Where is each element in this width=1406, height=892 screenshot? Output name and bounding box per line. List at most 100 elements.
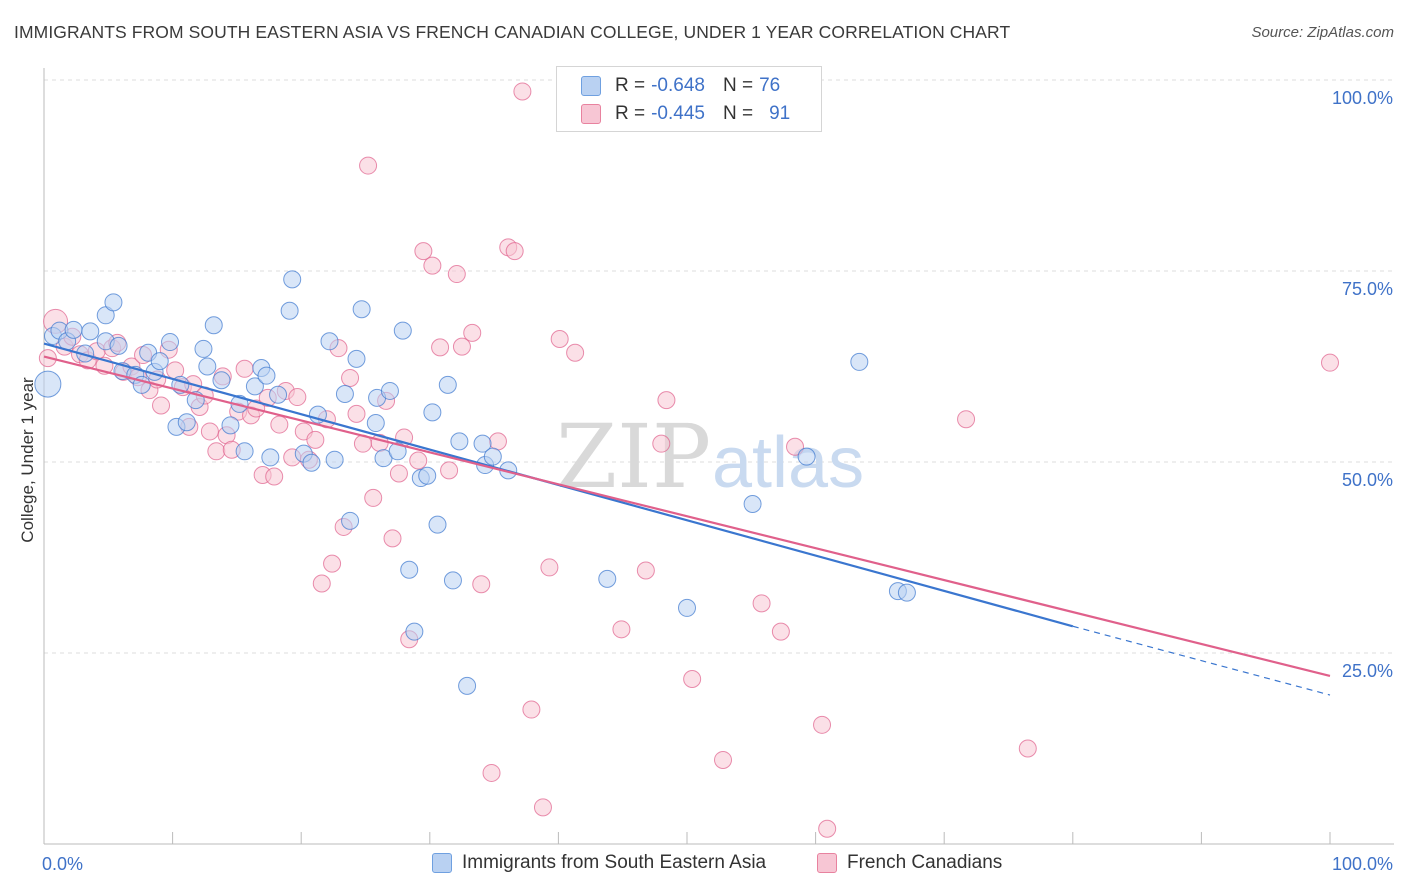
- data-point: [418, 466, 437, 485]
- data-point: [200, 422, 219, 441]
- data-point: [443, 571, 462, 590]
- data-point: [150, 352, 169, 371]
- data-point: [522, 700, 541, 719]
- data-point: [743, 495, 762, 514]
- data-point: [566, 343, 585, 362]
- data-point: [383, 529, 402, 548]
- data-point: [366, 414, 385, 433]
- data-point: [550, 329, 569, 348]
- data-point: [341, 511, 360, 530]
- data-point: [797, 447, 816, 466]
- y-tick-label: 75.0%: [1342, 279, 1393, 299]
- legend-swatch-blue: [432, 853, 452, 873]
- data-point: [458, 676, 477, 695]
- data-point: [405, 622, 424, 641]
- x-tick-label: 100.0%: [1332, 854, 1393, 874]
- data-point: [786, 437, 805, 456]
- series-legend: Immigrants from South Eastern Asia Frenc…: [0, 852, 1406, 878]
- data-point: [533, 798, 552, 817]
- data-point: [177, 413, 196, 432]
- data-point: [265, 467, 284, 486]
- data-point: [270, 415, 289, 434]
- legend-r-label: R =: [615, 75, 646, 96]
- legend-row-french: R = -0.445 N = 91: [581, 102, 790, 126]
- data-point: [423, 403, 442, 422]
- data-point: [431, 338, 450, 357]
- data-point: [161, 333, 180, 352]
- y-axis-label: College, Under 1 year: [18, 377, 37, 543]
- data-point: [540, 558, 559, 577]
- data-point: [194, 339, 213, 358]
- data-point: [813, 715, 832, 734]
- data-point: [957, 410, 976, 429]
- data-point: [204, 316, 223, 335]
- data-point: [212, 371, 231, 390]
- data-point: [678, 598, 696, 617]
- data-point: [152, 396, 171, 415]
- data-point: [320, 332, 339, 351]
- data-point: [380, 381, 399, 400]
- data-point: [447, 265, 466, 284]
- watermark: ZIP atlas: [556, 405, 864, 508]
- data-point: [34, 370, 62, 398]
- data-point: [473, 434, 492, 453]
- data-point: [235, 442, 254, 461]
- data-point: [364, 488, 383, 507]
- data-point: [752, 594, 771, 613]
- data-point: [423, 256, 442, 275]
- data-point: [409, 451, 428, 470]
- data-point: [818, 819, 837, 838]
- data-point: [198, 357, 217, 376]
- legend-r-value: -0.445: [651, 103, 705, 124]
- data-point: [388, 442, 407, 461]
- data-point: [347, 404, 366, 423]
- data-point: [306, 430, 325, 449]
- data-point: [771, 622, 790, 641]
- y-tick-label: 50.0%: [1342, 470, 1393, 490]
- data-point: [283, 270, 302, 289]
- data-point: [352, 300, 371, 319]
- y-tick-label: 25.0%: [1342, 661, 1393, 681]
- legend-item-sea[interactable]: Immigrants from South Eastern Asia: [432, 852, 766, 874]
- legend-n-label: N =: [722, 75, 754, 96]
- data-point: [850, 352, 869, 371]
- french-canadians-points: [38, 82, 1339, 838]
- data-point: [438, 375, 457, 394]
- legend-swatch-pink: [817, 853, 837, 873]
- data-point: [109, 336, 128, 355]
- tick-labels: 25.0% 50.0% 75.0% 100.0% 0.0% 100.0%: [42, 88, 1393, 874]
- data-point: [221, 416, 240, 435]
- data-point: [513, 82, 532, 101]
- data-point: [280, 301, 299, 320]
- legend-swatch-pink: [581, 104, 601, 124]
- data-point: [683, 669, 702, 688]
- data-point: [428, 515, 447, 534]
- legend-row-sea: R = -0.648 N = 76: [581, 74, 780, 98]
- legend-item-french[interactable]: French Canadians: [817, 852, 1002, 874]
- data-point: [897, 583, 916, 602]
- data-point: [612, 620, 631, 639]
- x-tick-label: 0.0%: [42, 854, 83, 874]
- legend-r-value: -0.648: [651, 75, 705, 96]
- data-point: [450, 432, 469, 451]
- data-point: [261, 448, 280, 467]
- watermark-atlas: atlas: [712, 423, 864, 503]
- data-point: [389, 464, 408, 483]
- data-point: [657, 391, 676, 410]
- data-point: [104, 293, 123, 312]
- data-point: [472, 575, 491, 594]
- data-point: [81, 322, 100, 341]
- legend-n-value: 76: [759, 75, 781, 96]
- data-point: [288, 388, 307, 407]
- data-point: [505, 242, 524, 261]
- data-point: [347, 349, 366, 368]
- data-point: [488, 432, 507, 451]
- data-point: [64, 320, 83, 339]
- data-point: [359, 156, 378, 175]
- data-point: [400, 560, 419, 579]
- data-point: [714, 750, 733, 769]
- axes: [43, 68, 1394, 845]
- data-point: [452, 337, 471, 356]
- data-point: [483, 447, 502, 466]
